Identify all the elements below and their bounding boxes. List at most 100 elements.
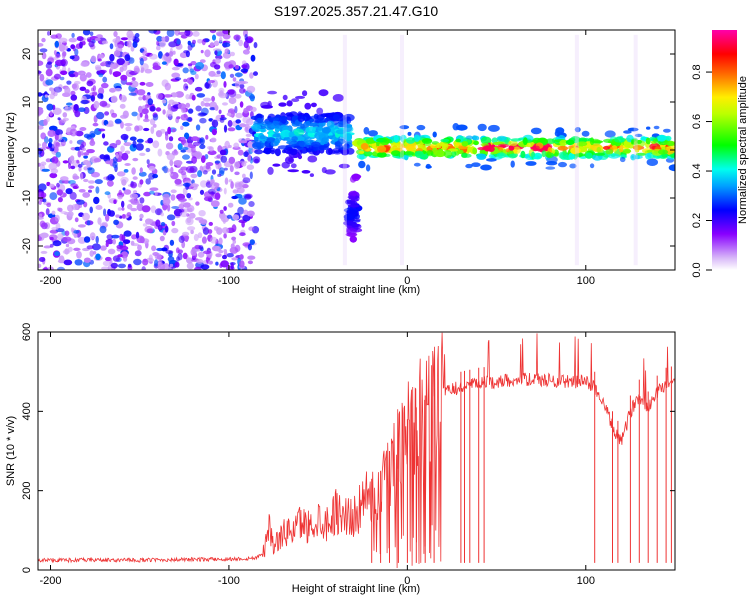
heatmap-cell [51,156,59,164]
heatmap-cell [230,262,234,270]
colorbar-tick-label: 0.8 [691,64,703,79]
heatmap-cell [82,30,91,36]
heatmap-cell [166,214,176,221]
heatmap-cell [167,203,171,212]
snr-frame [37,331,676,571]
heatmap-cell [207,80,211,84]
heatmap-cell [145,178,151,185]
heatmap-cell [232,77,237,82]
heatmap-cell [178,168,184,174]
heatmap-cell [146,159,150,165]
heatmap-cell [147,137,154,144]
heatmap-cell [123,256,128,262]
heatmap-cell [171,206,180,209]
heatmap-cell [214,104,219,111]
heatmap-cell [143,118,150,123]
spectrogram-x-axis-label: Height of straight line (km) [292,284,420,296]
heatmap-cell [246,85,256,93]
heatmap-cell [44,94,49,98]
heatmap-cell [169,159,174,167]
colorbar-tick-label: 0.0 [691,262,703,277]
heatmap-cell [591,140,604,144]
heatmap-cell [42,198,47,203]
heatmap-cell [41,52,47,60]
heatmap-cell [113,199,117,204]
heatmap-cell [358,150,365,154]
heatmap-cell [101,82,109,89]
heatmap-cell [455,143,460,147]
heatmap-cell [117,195,123,200]
heatmap-cell [226,214,232,219]
heatmap-cell [200,264,210,270]
heatmap-cell [136,138,144,143]
heatmap-cell [65,243,70,248]
heatmap-cell [139,57,144,66]
y-tick-label: -20 [21,238,33,254]
heatmap-cell [619,145,624,153]
heatmap-cell [38,92,43,97]
heatmap-cell [65,188,73,195]
heatmap-cell [157,148,163,157]
heatmap-cell [253,71,258,76]
heatmap-cell [332,94,344,102]
heatmap-cell [97,93,103,99]
heatmap-cell [293,145,302,149]
heatmap-cell [150,126,155,134]
heatmap-cell [168,136,174,142]
heatmap-cell [220,71,226,80]
heatmap-cell [318,89,329,97]
heatmap-cell [95,253,101,261]
heatmap-cell [159,128,166,134]
heatmap-cell [244,33,248,42]
heatmap-cell [39,220,46,228]
heatmap-cell [182,231,190,237]
heatmap-cell [46,115,50,123]
heatmap-cell [204,102,211,107]
heatmap-cell [279,131,286,137]
heatmap-cell [171,220,176,227]
heatmap-cell [219,149,227,156]
heatmap-cell [377,145,387,153]
heatmap-cell [247,255,256,260]
heatmap-cell [179,211,189,218]
heatmap-cell [278,102,287,107]
heatmap-cell [57,197,63,203]
heatmap-cell [545,151,552,158]
heatmap-cell [239,260,245,268]
heatmap-cell [115,214,120,218]
colorbar-ticks: 0.0 0.2 0.4 0.6 0.8 [691,64,712,278]
heatmap-cell [148,254,153,261]
heatmap-cell [125,126,132,132]
heatmap-cell [221,227,229,234]
heatmap-cell [254,158,260,163]
heatmap-cell [105,214,110,222]
heatmap-cell [197,170,203,178]
heatmap-cell [56,189,63,196]
heatmap-cell [194,266,202,270]
heatmap-cell [78,203,82,208]
heatmap-cell [214,192,221,201]
heatmap-cell [138,171,147,177]
heatmap-cell [192,31,200,37]
heatmap-cell [119,103,126,109]
heatmap-cell [334,140,341,147]
heatmap-cell [169,263,174,267]
heatmap-cell [162,197,171,206]
heatmap-cell [89,232,96,240]
heatmap-cell [472,135,480,141]
heatmap-cell [173,58,179,66]
heatmap-cell [163,94,173,98]
heatmap-cell [55,151,61,158]
heatmap-cell [98,73,104,78]
heatmap-cell [99,100,108,107]
heatmap-cell [134,33,140,38]
heatmap-cell [174,77,182,81]
heatmap-cell [101,221,108,226]
heatmap-cell [576,141,588,147]
heatmap-cell [112,71,122,77]
heatmap-cell [81,147,86,152]
heatmap-cell [139,213,144,219]
heatmap-cell [76,159,80,164]
heatmap-cell [210,200,220,208]
heatmap-cell [249,94,255,102]
